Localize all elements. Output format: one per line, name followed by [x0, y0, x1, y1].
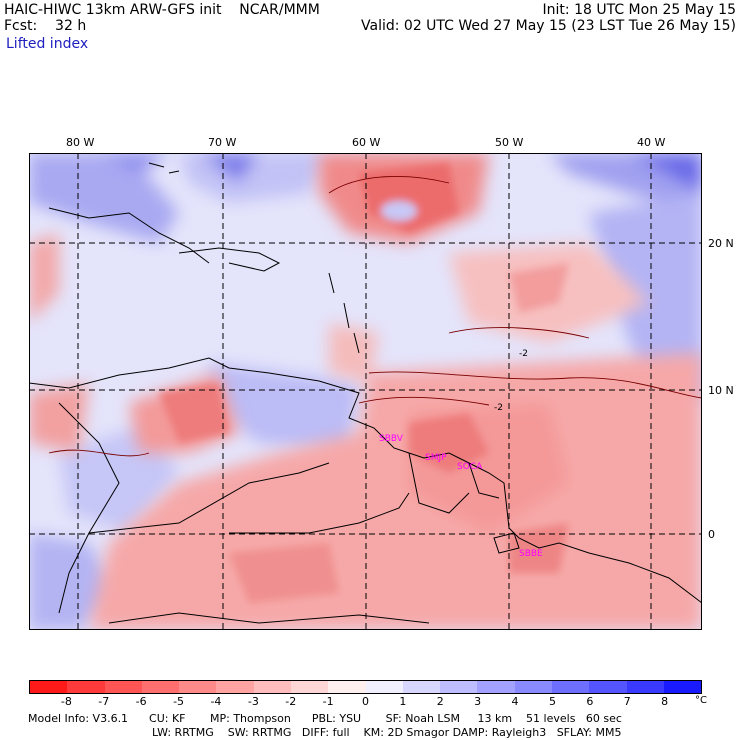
colorbar-tick-label: -5	[173, 695, 185, 708]
colorbar-swatch	[290, 681, 329, 693]
colorbar-swatch	[141, 681, 180, 693]
station-label-smjp: SMJP	[425, 453, 447, 463]
colorbar-unit: °C	[695, 695, 707, 706]
coastlines	[29, 162, 702, 624]
colorbar-swatch	[104, 681, 142, 693]
lon-label-80w: 80 W	[66, 136, 95, 149]
field-name: Lifted index	[6, 36, 89, 52]
colorbar-tick-label: 4	[511, 695, 519, 708]
valid-time: Valid: 02 UTC Wed 27 May 15 (23 LST Tue …	[361, 18, 736, 34]
contour-label-2: -2	[494, 403, 503, 413]
graticule	[29, 153, 702, 630]
colorbar-swatch	[440, 681, 478, 693]
colorbar-swatch	[402, 681, 441, 693]
model-info-line-2: LW: RRTMG SW: RRTMG DIFF: full KM: 2D Sm…	[152, 726, 622, 739]
station-label-sbbv: SBBV	[379, 434, 404, 444]
model-info-line-1: Model Info: V3.6.1 CU: KF MP: Thompson P…	[28, 712, 622, 725]
lon-label-40w: 40 W	[637, 136, 666, 149]
lon-label-50w: 50 W	[495, 136, 524, 149]
lat-label-20n: 20 N	[708, 237, 734, 250]
colorbar-swatch	[328, 681, 366, 693]
lat-label-10n: 10 N	[708, 384, 734, 397]
colorbar-tick-label: 2	[436, 695, 444, 708]
colorbar-swatch	[663, 681, 702, 693]
colorbar-tick-label: 3	[474, 695, 482, 708]
colorbar-tick-label: -1	[322, 695, 334, 708]
init-time: Init: 18 UTC Mon 25 May 15	[542, 2, 736, 18]
colorbar-tick-label: 7	[623, 695, 631, 708]
colorbar-swatch	[514, 681, 552, 693]
contour-lines	[48, 175, 702, 457]
forecast-hour: Fcst: 32 h	[4, 18, 87, 34]
colorbar-swatch	[551, 681, 590, 693]
lon-label-60w: 60 W	[352, 136, 381, 149]
lon-label-70w: 70 W	[208, 136, 237, 149]
station-label-sbbe: SBBE	[519, 549, 543, 559]
colorbar	[29, 680, 702, 694]
colorbar-swatch	[253, 681, 291, 693]
station-label-soca: SOCA	[457, 462, 483, 472]
colorbar-tick-label: -6	[135, 695, 147, 708]
colorbar-tick-label: -2	[285, 695, 297, 708]
lifted-index-map: SBBV SMJP SOCA SBBE -2 -2	[29, 153, 702, 630]
colorbar-tick-label: 5	[548, 695, 556, 708]
colorbar-tick-label: -7	[98, 695, 110, 708]
colorbar-swatch	[477, 681, 515, 693]
lat-label-0: 0	[708, 528, 715, 541]
colorbar-swatch	[365, 681, 403, 693]
colorbar-tick-label: -8	[60, 695, 72, 708]
contour-label-1: -2	[519, 349, 528, 359]
colorbar-swatch	[179, 681, 217, 693]
colorbar-swatch	[216, 681, 254, 693]
colorbar-swatch	[589, 681, 627, 693]
colorbar-tick-label: 1	[399, 695, 407, 708]
colorbar-swatch	[626, 681, 664, 693]
colorbar-swatch	[30, 681, 68, 693]
colorbar-tick-label: 0	[362, 695, 369, 708]
colorbar-swatch	[67, 681, 105, 693]
colorbar-tick-label: 8	[661, 695, 669, 708]
colorbar-tick-label: -4	[210, 695, 222, 708]
product-title: HAIC-HIWC 13km ARW-GFS init NCAR/MMM	[4, 2, 320, 18]
colorbar-tick-label: 6	[586, 695, 594, 708]
colorbar-tick-label: -3	[247, 695, 259, 708]
